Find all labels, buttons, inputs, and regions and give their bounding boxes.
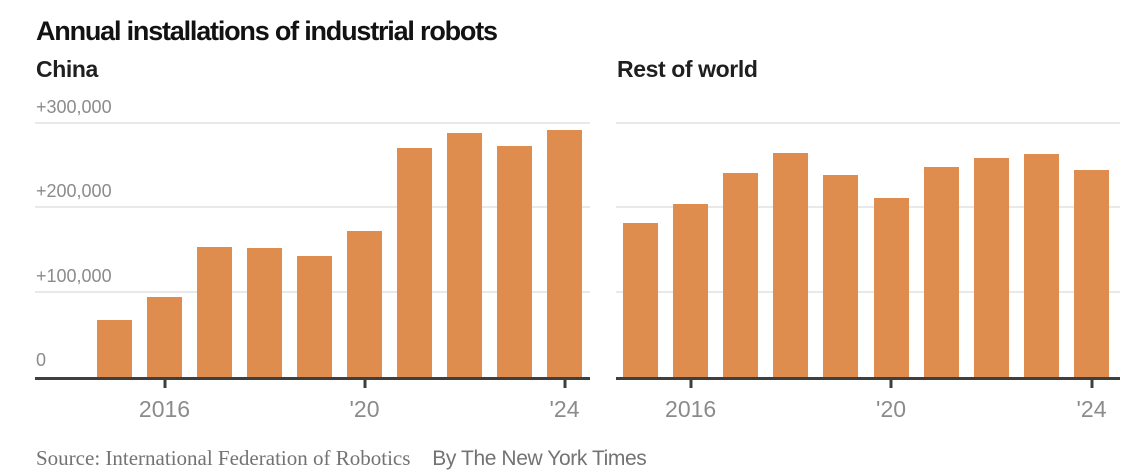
source-credit: Source: International Federation of Robo… [36, 446, 411, 470]
y-axis-label: +200,000 [36, 181, 112, 202]
y-axis-label: +100,000 [36, 265, 112, 286]
china-x-axis-line [35, 377, 590, 380]
x-axis-label: '20 [349, 396, 380, 422]
bar-2023 [1023, 153, 1059, 377]
bar-2023 [497, 145, 532, 377]
bar-2019 [297, 255, 332, 377]
y-axis-label: +300,000 [36, 97, 112, 117]
bar-2019 [823, 175, 859, 377]
rest-of-world-x-axis: 2016 '20 '24 [623, 380, 1109, 432]
bar-2015 [623, 222, 658, 377]
panel-subtitle-rest-of-world: Rest of world [617, 56, 758, 82]
gridline-200000 [616, 206, 1120, 209]
bar-2018 [247, 248, 282, 377]
x-axis-tick [363, 380, 366, 388]
bar-2015 [97, 319, 132, 377]
bar-2020 [873, 198, 909, 377]
bar-2022 [973, 157, 1009, 377]
rest-of-world-x-axis-line [616, 377, 1120, 380]
rest-of-world-gridlines [616, 122, 1120, 380]
bar-2020 [347, 231, 382, 377]
china-bar-chart: 0 +100,000 +200,000 +300,000 2016 '20 '24 [35, 98, 590, 421]
x-axis-tick [563, 380, 566, 388]
gridline-200000 [35, 206, 590, 209]
x-axis-label: '20 [876, 396, 907, 422]
bar-2018 [773, 152, 809, 377]
x-axis-tick [1090, 380, 1093, 388]
gridline-300000 [35, 122, 590, 124]
bar-2024 [547, 129, 582, 377]
x-axis-tick [689, 380, 693, 388]
x-axis-label: '24 [1076, 396, 1107, 422]
y-axis-label: 0 [36, 350, 47, 370]
x-axis-label: 2016 [138, 396, 191, 422]
gridline-300000 [616, 122, 1120, 124]
rest-of-world-bars [623, 124, 1109, 377]
rest-of-world-bar-chart: 2016 '20 '24 [616, 122, 1120, 421]
x-axis-label: '24 [549, 396, 580, 422]
gridline-100000 [616, 290, 1120, 293]
x-axis-tick [163, 380, 166, 388]
panel-subtitle-china: China [36, 56, 98, 82]
chart-footer: Source: International Federation of Robo… [36, 446, 647, 471]
bar-2016 [673, 204, 709, 377]
bar-2017 [723, 172, 759, 377]
china-bars [97, 124, 582, 377]
x-axis-label: 2016 [665, 396, 717, 422]
x-axis-tick [889, 380, 893, 388]
bar-2022 [447, 133, 482, 377]
bar-2024 [1073, 169, 1109, 377]
bar-2021 [923, 167, 959, 377]
byline: By The New York Times [432, 447, 647, 470]
bar-2016 [147, 296, 182, 377]
china-x-axis: 2016 '20 '24 [97, 380, 582, 432]
bar-2021 [397, 147, 432, 377]
bar-2017 [197, 247, 232, 377]
chart-title: Annual installations of industrial robot… [36, 16, 498, 46]
